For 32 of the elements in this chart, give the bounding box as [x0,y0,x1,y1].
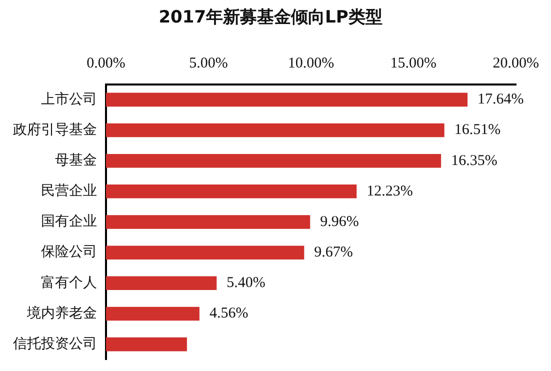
data-label: 5.40% [226,275,266,292]
bar [106,123,444,138]
y-tick-label: 民营企业 [41,183,97,200]
data-label: 17.64% [478,92,524,108]
x-tick-label: 5.00% [189,55,228,72]
bar [106,276,217,290]
y-tick-label: 政府引导基金 [13,122,97,138]
data-label: 4.56% [209,306,248,322]
x-tick-label: 15.00% [390,55,437,72]
x-tick-label: 10.00% [288,55,334,72]
data-label: 9.96% [320,214,359,230]
bar [106,184,357,198]
y-tick-label: 保险公司 [41,244,97,260]
chart-title: 2017年新募基金倾向LP类型 [158,8,382,28]
y-tick-label: 境内养老金 [26,305,97,322]
bar [106,215,310,229]
x-tick-label: 0.00% [86,55,126,72]
bar [106,337,187,352]
bar [106,154,442,168]
x-tick-label: 20.00% [492,55,539,72]
bar [106,92,468,107]
y-tick-label: 母基金 [55,152,97,168]
bar [106,246,304,260]
bar [106,306,200,321]
data-label: 16.51% [454,122,501,138]
data-label: 16.35% [451,152,498,169]
y-tick-label: 信托投资公司 [13,336,97,352]
y-tick-label: 国有企业 [41,214,97,230]
data-label: 12.23% [366,183,413,200]
y-tick-label: 上市公司 [41,91,97,108]
y-tick-label: 富有个人 [41,274,97,291]
data-label: 9.67% [314,244,353,261]
